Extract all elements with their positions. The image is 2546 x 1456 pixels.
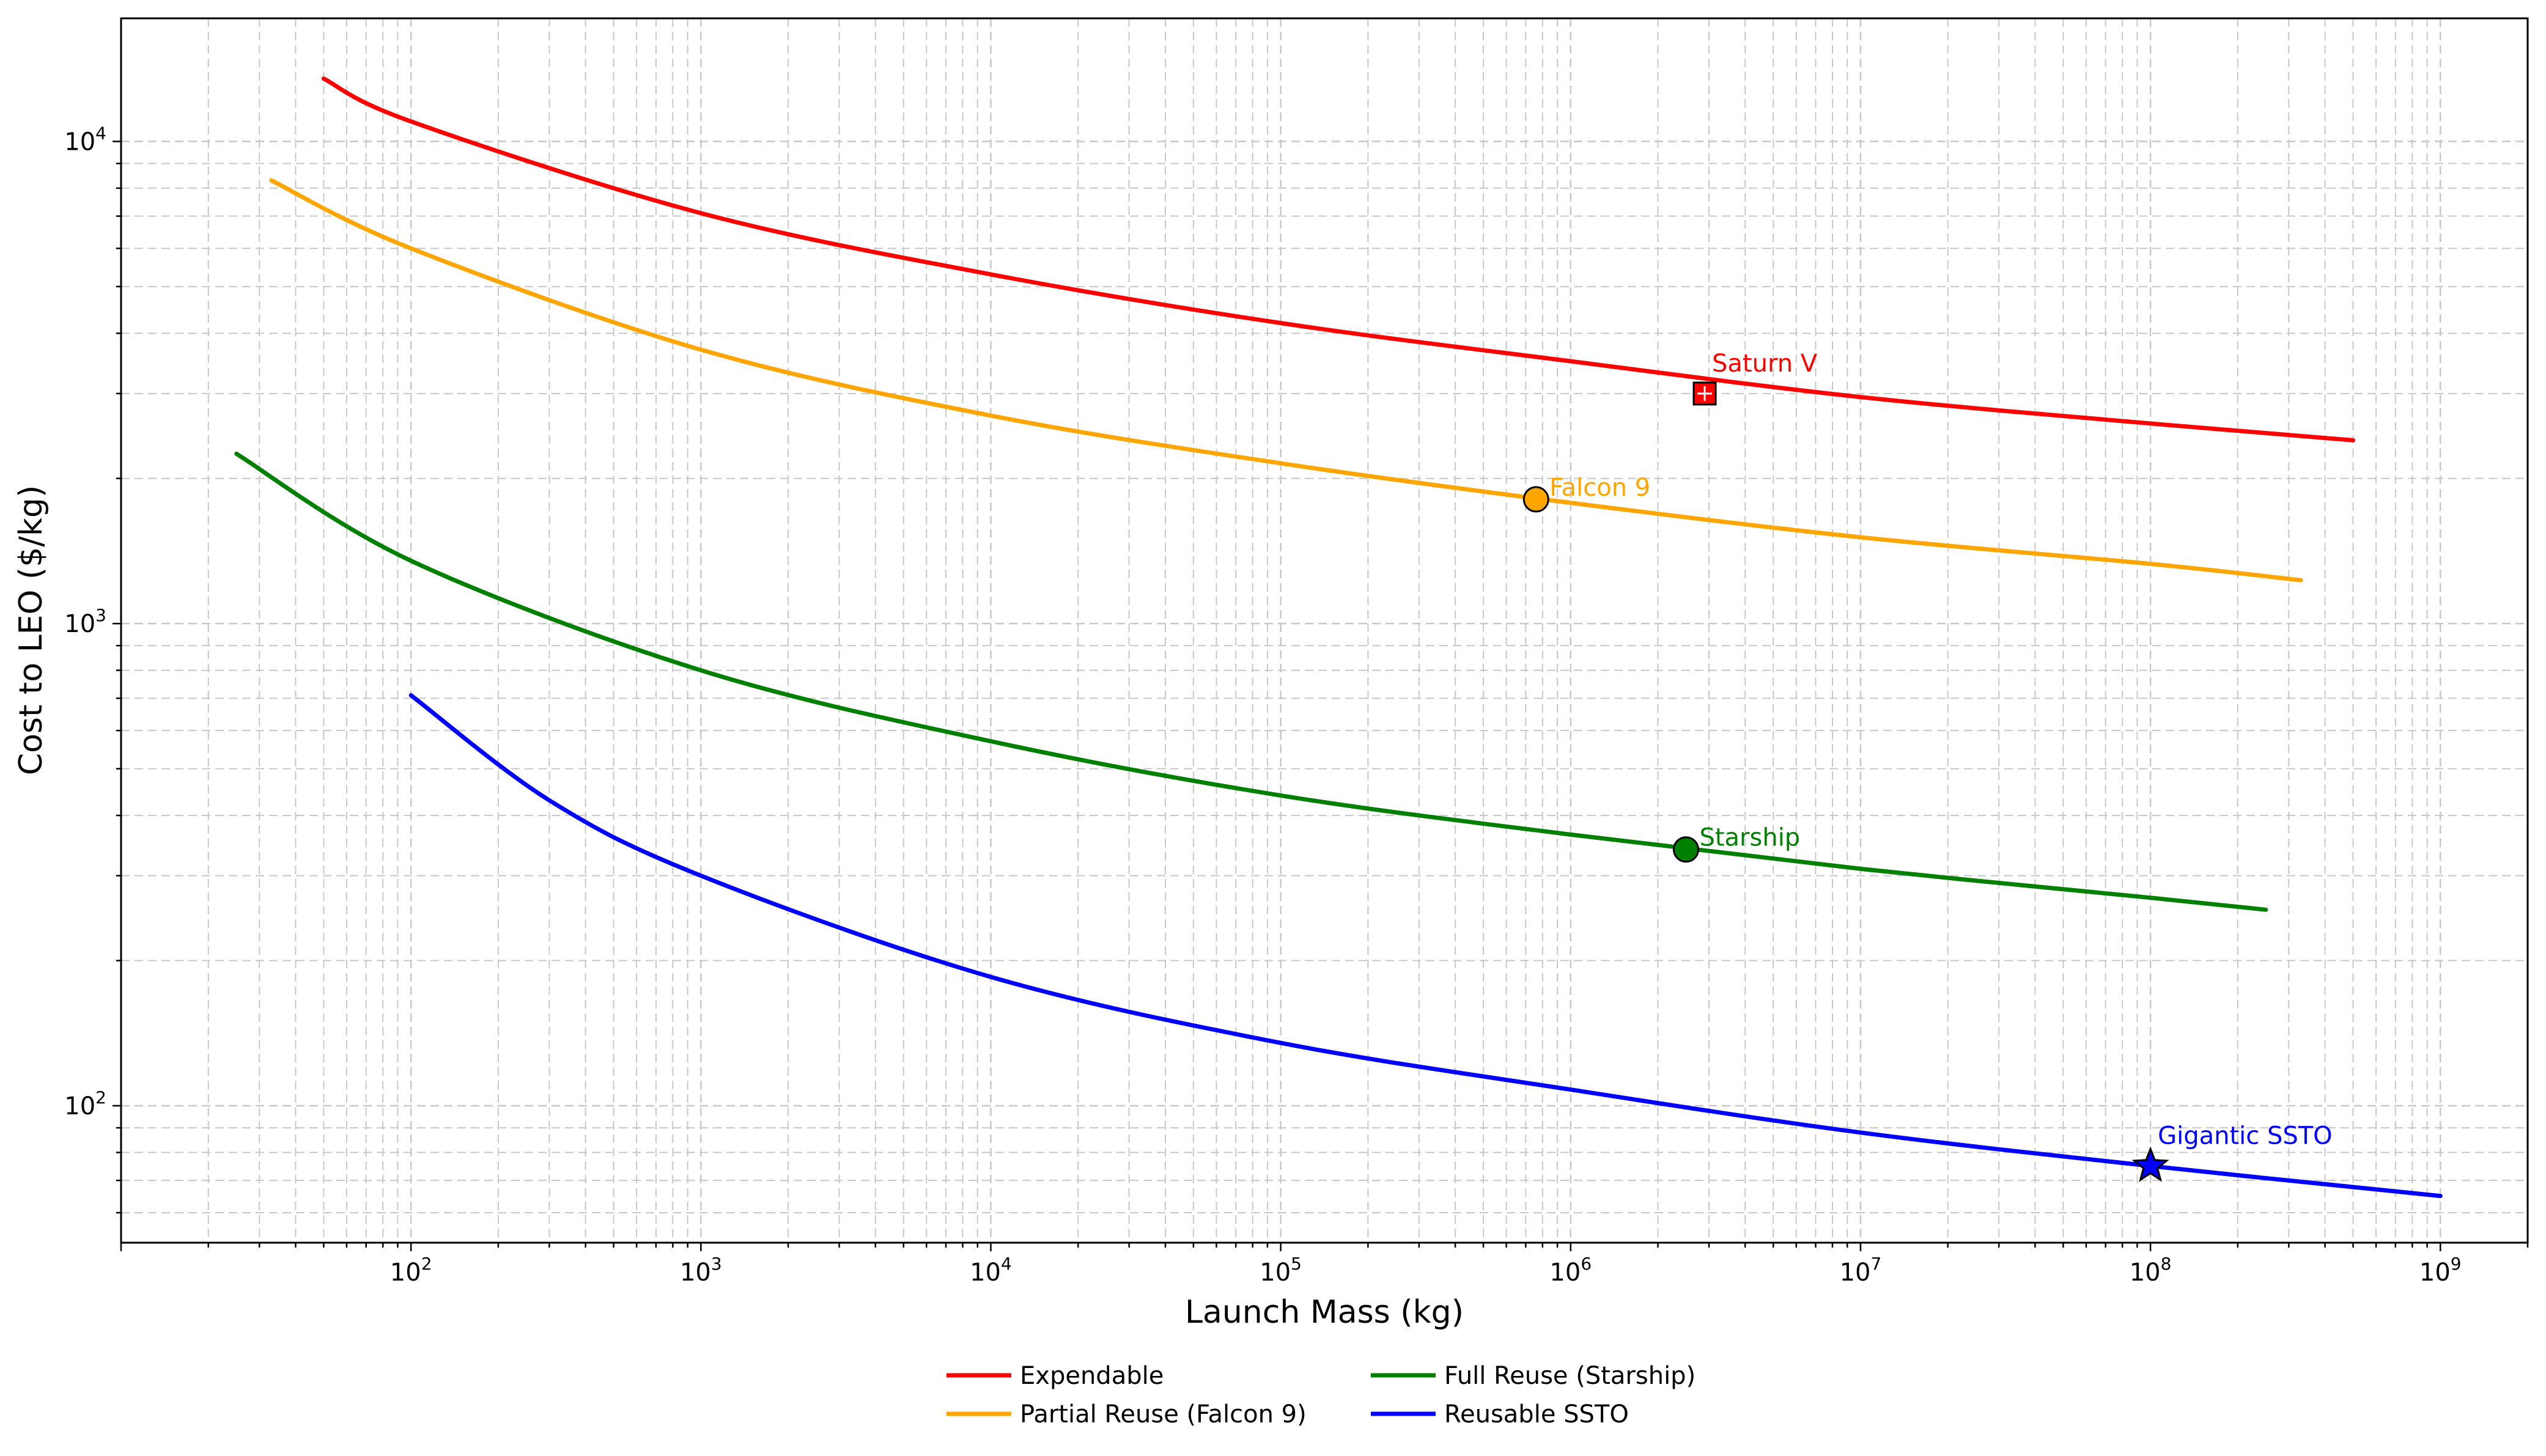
axis-ticks: 102 103 104 105 106 107 108 109 102 103 104	[64, 123, 2529, 1287]
y-tick-label: 104	[64, 123, 106, 156]
annotation-label-2: Starship	[1699, 824, 1800, 852]
x-tick-label: 108	[2130, 1254, 2172, 1287]
series-line-1	[269, 178, 2303, 583]
series-line-3	[408, 693, 2443, 1199]
x-tick-label: 102	[390, 1254, 432, 1287]
annotation-label-1: Falcon 9	[1549, 474, 1650, 502]
legend: Expendable Partial Reuse (Falcon 9) Full R…	[946, 1362, 1695, 1428]
annotation-markers: Saturn V Falcon 9 Starship Gigantic SSTO	[1522, 350, 2333, 1182]
y-axis-label: Cost to LEO ($/kg)	[13, 485, 50, 775]
x-axis-label: Launch Mass (kg)	[1185, 1294, 1464, 1331]
plot-frame	[120, 17, 2529, 1244]
x-tick-label: 109	[2419, 1254, 2462, 1287]
grid	[120, 18, 2528, 1243]
legend-label-2: Full Reuse (Starship)	[1444, 1362, 1695, 1390]
legend-label-0: Expendable	[1020, 1362, 1164, 1390]
legend-label-1: Partial Reuse (Falcon 9)	[1020, 1400, 1307, 1428]
annotation-marker-1	[1522, 486, 1549, 513]
x-tick-label: 104	[970, 1254, 1012, 1287]
x-tick-label: 107	[1840, 1254, 1882, 1287]
x-tick-label: 103	[680, 1254, 722, 1287]
x-tick-label: 105	[1260, 1254, 1302, 1287]
series-line-2	[234, 451, 2268, 912]
series-lines	[234, 76, 2443, 1199]
annotation-marker-3	[2131, 1146, 2169, 1182]
y-tick-label: 103	[64, 605, 106, 638]
x-tick-label: 106	[1549, 1254, 1592, 1287]
annotation-label-0: Saturn V	[1712, 350, 1818, 378]
series-line-0	[321, 76, 2355, 443]
y-tick-label: 102	[64, 1087, 106, 1120]
annotation-label-3: Gigantic SSTO	[2158, 1122, 2333, 1150]
annotation-marker-2	[1672, 836, 1699, 863]
legend-label-3: Reusable SSTO	[1444, 1400, 1629, 1428]
